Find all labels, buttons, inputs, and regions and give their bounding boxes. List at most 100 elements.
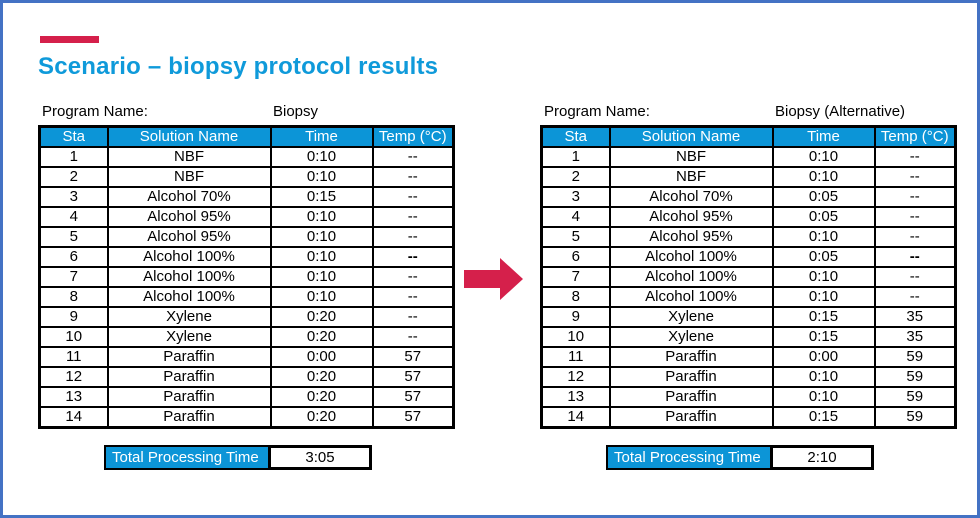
table-cell: -- [873, 286, 957, 308]
table-cell: 6 [38, 246, 109, 268]
table-cell: Paraffin [106, 366, 272, 388]
table-row: 11 Paraffin 0:00 59 [540, 346, 957, 368]
table-cell: 3 [38, 186, 109, 208]
table-cell: 9 [540, 306, 611, 328]
table-cell: Alcohol 95% [106, 206, 272, 228]
table-cell: 0:05 [771, 246, 876, 268]
table-cell: NBF [608, 166, 774, 188]
table-cell: Paraffin [608, 386, 774, 408]
table-cell: 2 [38, 166, 109, 188]
table-cell: 0:20 [269, 386, 374, 408]
table-row: 8 Alcohol 100% 0:10 -- [540, 286, 957, 308]
table-row: 5 Alcohol 95% 0:10 -- [540, 226, 957, 248]
table-cell: 0:15 [771, 406, 876, 429]
table-cell: -- [873, 146, 957, 168]
column-header-time: Time [269, 125, 374, 148]
table-row: 1 NBF 0:10 -- [540, 146, 957, 168]
table-row: 2 NBF 0:10 -- [38, 166, 455, 188]
table-row: 5 Alcohol 95% 0:10 -- [38, 226, 455, 248]
table-cell: 0:15 [771, 326, 876, 348]
table-header-row: Sta Solution Name Time Temp (°C) [38, 125, 455, 148]
table-cell: 0:10 [269, 146, 374, 168]
column-header-temp: Temp (°C) [873, 125, 957, 148]
table-row: 13 Paraffin 0:10 59 [540, 386, 957, 408]
table-cell: -- [371, 146, 455, 168]
table-cell: Paraffin [106, 386, 272, 408]
table-cell: 0:10 [269, 206, 374, 228]
column-header-sta: Sta [38, 125, 109, 148]
table-cell: 13 [540, 386, 611, 408]
table-cell: NBF [106, 166, 272, 188]
table-cell: 0:05 [771, 206, 876, 228]
table-row: 7 Alcohol 100% 0:10 -- [540, 266, 957, 288]
table-cell: 0:20 [269, 306, 374, 328]
table-cell: 0:10 [771, 166, 876, 188]
table-cell: 8 [540, 286, 611, 308]
table-header-row: Sta Solution Name Time Temp (°C) [540, 125, 957, 148]
table-row: 14 Paraffin 0:20 57 [38, 406, 455, 429]
table-row: 11 Paraffin 0:00 57 [38, 346, 455, 368]
table-cell: 35 [873, 326, 957, 348]
program-name-line: Program Name: Biopsy (Alternative) [540, 103, 964, 122]
accent-bar [40, 36, 99, 43]
table-cell: Paraffin [608, 366, 774, 388]
program-name-line: Program Name: Biopsy [38, 103, 462, 122]
protocol-table-left: Sta Solution Name Time Temp (°C) 1 NBF 0:1… [38, 125, 455, 429]
table-cell: -- [371, 246, 455, 268]
table-cell: 0:10 [771, 286, 876, 308]
table-cell: 14 [38, 406, 109, 429]
table-cell: -- [873, 226, 957, 248]
table-cell: 6 [540, 246, 611, 268]
table-cell: 0:10 [269, 266, 374, 288]
table-cell: Alcohol 100% [106, 266, 272, 288]
table-row: 10 Xylene 0:15 35 [540, 326, 957, 348]
table-cell: -- [371, 286, 455, 308]
table-row: 4 Alcohol 95% 0:05 -- [540, 206, 957, 228]
program-name-label: Program Name: [544, 103, 650, 120]
table-row: 6 Alcohol 100% 0:10 -- [38, 246, 455, 268]
table-cell: Xylene [608, 306, 774, 328]
column-header-temp: Temp (°C) [371, 125, 455, 148]
table-cell: Alcohol 70% [106, 186, 272, 208]
table-cell: 57 [371, 406, 455, 429]
column-header-solution: Solution Name [608, 125, 774, 148]
table-cell: 0:10 [269, 246, 374, 268]
table-cell: 12 [540, 366, 611, 388]
table-row: 7 Alcohol 100% 0:10 -- [38, 266, 455, 288]
table-cell: 0:10 [269, 226, 374, 248]
table-cell: Alcohol 100% [608, 246, 774, 268]
table-cell: Alcohol 100% [106, 286, 272, 308]
total-processing-time-label: Total Processing Time [606, 445, 772, 470]
table-cell: -- [371, 266, 455, 288]
program-name-label: Program Name: [42, 103, 148, 120]
table-cell: 3 [540, 186, 611, 208]
table-cell: 9 [38, 306, 109, 328]
table-cell: 57 [371, 346, 455, 368]
table-cell: -- [873, 266, 957, 288]
table-cell: -- [873, 166, 957, 188]
table-cell: NBF [608, 146, 774, 168]
program-name-value: Biopsy (Alternative) [775, 103, 906, 120]
table-cell: Alcohol 100% [608, 266, 774, 288]
table-cell: 0:20 [269, 366, 374, 388]
table-cell: 11 [540, 346, 611, 368]
table-row: 6 Alcohol 100% 0:05 -- [540, 246, 957, 268]
table-cell: 12 [38, 366, 109, 388]
total-processing-time-value: 2:10 [770, 445, 874, 470]
table-cell: Alcohol 100% [608, 286, 774, 308]
program-name-value: Biopsy [273, 103, 319, 120]
right-arrow-icon [464, 258, 523, 300]
table-cell: 7 [540, 266, 611, 288]
table-cell: Paraffin [106, 346, 272, 368]
table-cell: 5 [540, 226, 611, 248]
total-processing-time-box: Total Processing Time 2:10 [606, 445, 874, 470]
table-cell: 8 [38, 286, 109, 308]
table-cell: Alcohol 95% [106, 226, 272, 248]
table-cell: 0:10 [771, 226, 876, 248]
table-cell: 0:10 [771, 146, 876, 168]
column-header-solution: Solution Name [106, 125, 272, 148]
table-row: 8 Alcohol 100% 0:10 -- [38, 286, 455, 308]
table-row: 3 Alcohol 70% 0:05 -- [540, 186, 957, 208]
table-cell: 35 [873, 306, 957, 328]
